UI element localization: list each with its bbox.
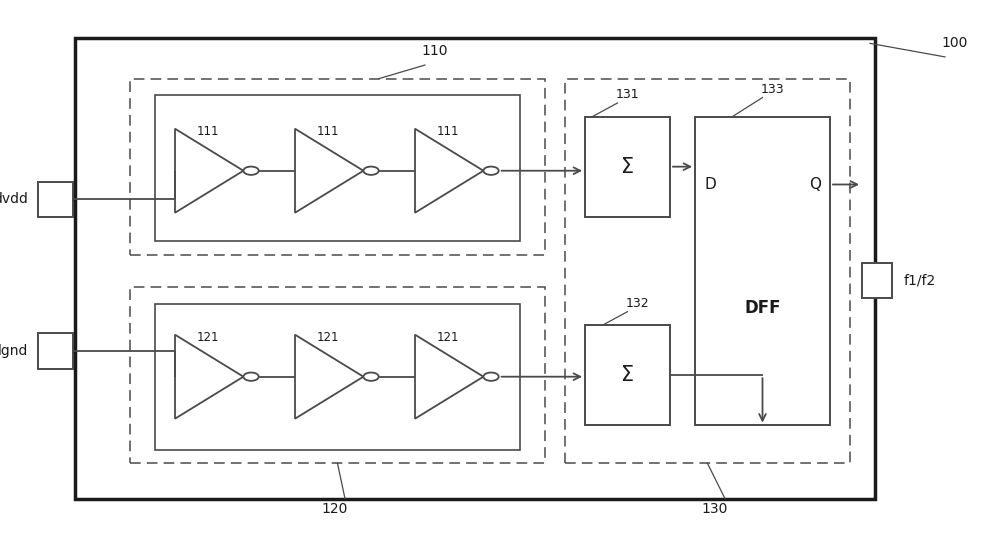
- Bar: [862, 263, 892, 298]
- Bar: [75, 38, 875, 499]
- Text: 130: 130: [702, 502, 728, 517]
- Text: 121: 121: [317, 331, 340, 344]
- Text: dgnd: dgnd: [0, 344, 28, 358]
- Text: 111: 111: [197, 125, 220, 138]
- Text: 131: 131: [616, 88, 639, 101]
- Bar: [585, 325, 670, 425]
- Text: 132: 132: [626, 297, 649, 310]
- Text: 120: 120: [322, 502, 348, 517]
- Text: Q: Q: [809, 177, 821, 192]
- Bar: [38, 182, 73, 217]
- Text: 110: 110: [422, 44, 448, 59]
- Bar: [155, 95, 520, 241]
- Bar: [565, 79, 850, 463]
- Bar: [155, 304, 520, 450]
- Text: Σ: Σ: [621, 157, 634, 177]
- Bar: [130, 79, 545, 255]
- Bar: [695, 117, 830, 425]
- Text: D: D: [704, 177, 716, 192]
- Bar: [38, 333, 73, 369]
- Text: 100: 100: [942, 36, 968, 50]
- Text: DFF: DFF: [744, 299, 781, 317]
- Text: 111: 111: [437, 125, 460, 138]
- Text: 121: 121: [197, 331, 220, 344]
- Text: f1/f2: f1/f2: [904, 274, 936, 287]
- Text: 111: 111: [317, 125, 340, 138]
- Bar: [585, 117, 670, 217]
- Text: 133: 133: [761, 83, 784, 96]
- Text: dvdd: dvdd: [0, 192, 28, 206]
- Text: Σ: Σ: [621, 365, 634, 385]
- Text: 121: 121: [437, 331, 460, 344]
- Bar: [130, 287, 545, 463]
